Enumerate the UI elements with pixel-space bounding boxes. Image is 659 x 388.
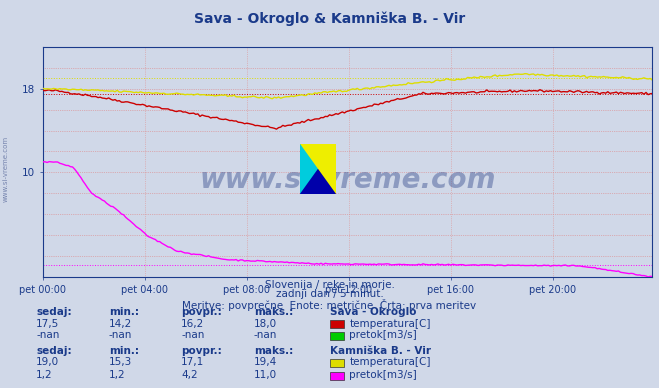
Text: 11,0: 11,0 xyxy=(254,370,277,380)
Text: pretok[m3/s]: pretok[m3/s] xyxy=(349,330,417,340)
Bar xyxy=(300,169,336,194)
Text: pretok[m3/s]: pretok[m3/s] xyxy=(349,370,417,380)
Text: www.si-vreme.com: www.si-vreme.com xyxy=(2,136,9,202)
Text: -nan: -nan xyxy=(109,330,132,340)
Text: 18,0: 18,0 xyxy=(254,319,277,329)
Text: Slovenija / reke in morje.: Slovenija / reke in morje. xyxy=(264,280,395,290)
Text: Kamniška B. - Vir: Kamniška B. - Vir xyxy=(330,346,430,356)
Text: Sava - Okroglo: Sava - Okroglo xyxy=(330,307,416,317)
Text: 4,2: 4,2 xyxy=(181,370,198,380)
Text: temperatura[C]: temperatura[C] xyxy=(349,319,431,329)
Text: 16,2: 16,2 xyxy=(181,319,204,329)
Text: 15,3: 15,3 xyxy=(109,357,132,367)
Text: maks.:: maks.: xyxy=(254,346,293,356)
Polygon shape xyxy=(300,144,336,194)
Polygon shape xyxy=(300,144,336,194)
Text: sedaj:: sedaj: xyxy=(36,307,72,317)
Text: 19,0: 19,0 xyxy=(36,357,59,367)
Text: -nan: -nan xyxy=(254,330,277,340)
Text: www.si-vreme.com: www.si-vreme.com xyxy=(200,166,496,194)
Text: 19,4: 19,4 xyxy=(254,357,277,367)
Text: temperatura[C]: temperatura[C] xyxy=(349,357,431,367)
Text: 1,2: 1,2 xyxy=(36,370,53,380)
Text: 1,2: 1,2 xyxy=(109,370,125,380)
Text: povpr.:: povpr.: xyxy=(181,307,222,317)
Text: Meritve: povprečne  Enote: metrične  Črta: prva meritev: Meritve: povprečne Enote: metrične Črta:… xyxy=(183,299,476,311)
Polygon shape xyxy=(300,144,336,194)
Text: -nan: -nan xyxy=(36,330,59,340)
Text: min.:: min.: xyxy=(109,346,139,356)
Polygon shape xyxy=(300,144,336,194)
Text: min.:: min.: xyxy=(109,307,139,317)
Text: sedaj:: sedaj: xyxy=(36,346,72,356)
Text: 14,2: 14,2 xyxy=(109,319,132,329)
Text: zadnji dan / 5 minut.: zadnji dan / 5 minut. xyxy=(275,289,384,300)
Text: maks.:: maks.: xyxy=(254,307,293,317)
Text: 17,5: 17,5 xyxy=(36,319,59,329)
Text: 17,1: 17,1 xyxy=(181,357,204,367)
Text: Sava - Okroglo & Kamniška B. - Vir: Sava - Okroglo & Kamniška B. - Vir xyxy=(194,12,465,26)
Text: povpr.:: povpr.: xyxy=(181,346,222,356)
Polygon shape xyxy=(300,144,336,194)
Text: -nan: -nan xyxy=(181,330,204,340)
